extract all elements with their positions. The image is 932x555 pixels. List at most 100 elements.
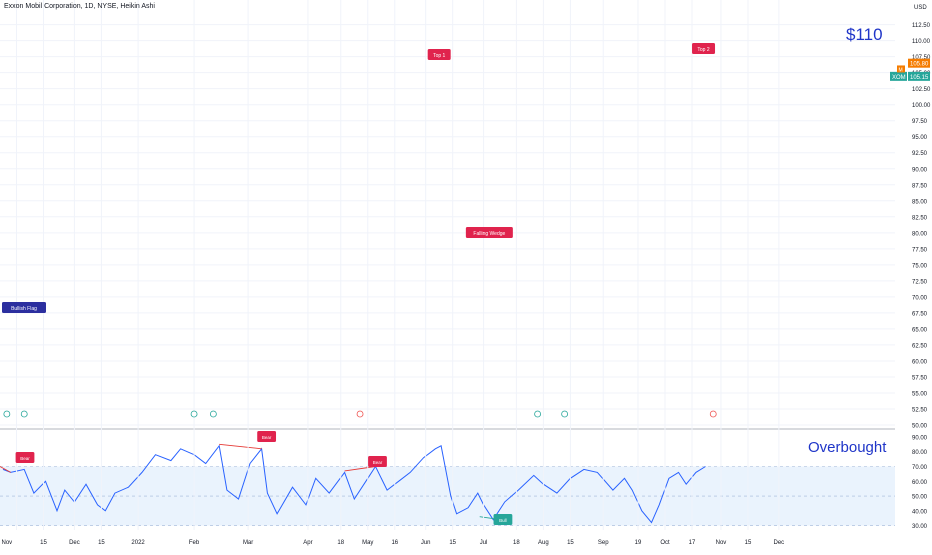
time-tick-label: 15 — [567, 540, 574, 546]
falling-wedge-label: Falling Wedge — [473, 231, 505, 237]
time-tick-label: May — [362, 540, 373, 546]
time-tick-label: 15 — [449, 540, 456, 546]
rsi-tick-label: 60.00 — [912, 480, 928, 486]
time-tick-label: Oct — [660, 540, 670, 546]
time-tick-label: Dec — [774, 540, 785, 546]
falling-wedge-label-bg — [465, 227, 513, 238]
time-tick-label: Nov — [716, 540, 727, 546]
event-marker — [534, 410, 542, 418]
time-tick-label: 2022 — [131, 540, 145, 546]
top1-label: Top 1 — [433, 53, 445, 59]
time-tick-label: 18 — [337, 540, 344, 546]
small-badge-label: M — [899, 67, 903, 73]
target-label: $110 — [846, 25, 883, 44]
price-tick-label: 72.50 — [912, 279, 928, 285]
price-tick-label: 107.50 — [912, 55, 931, 61]
price-tick-label: 95.00 — [912, 135, 928, 141]
time-tick-label: 15 — [745, 540, 752, 546]
time-tick-label: 17 — [689, 540, 696, 546]
price-tick-label: 65.00 — [912, 327, 928, 333]
bear-divergence-line — [344, 466, 376, 472]
price-tick-label: 57.50 — [912, 375, 928, 381]
time-tick-label: Dec — [69, 540, 80, 546]
price-tick-label: 75.00 — [912, 263, 928, 269]
time-tick-label: 15 — [98, 540, 105, 546]
time-tick-label: Jul — [480, 540, 488, 546]
bear-label: Bear — [262, 435, 272, 440]
price-tick-label: 85.00 — [912, 199, 928, 205]
annotations: Top 1 Top 2 Bullish Flag Falling Wedge $110 O… — [2, 25, 887, 525]
price-tick-label: 92.50 — [912, 151, 928, 157]
rsi-tick-label: 40.00 — [912, 509, 928, 515]
bear-label-bg — [257, 431, 277, 442]
bullish-flag-label: Bullish Flag — [11, 306, 37, 312]
event-marker — [3, 410, 11, 418]
price-badge — [908, 58, 930, 68]
price-tick-label: 97.50 — [912, 119, 928, 125]
ticker-badge — [890, 71, 907, 81]
price-tick-label: 90.00 — [912, 167, 928, 173]
bull-label-bg — [493, 514, 513, 525]
rsi-tick-label: 50.00 — [912, 495, 928, 501]
bullish-flag-label-bg — [2, 302, 46, 313]
price-tick-label: 80.00 — [912, 231, 928, 237]
bear-divergence-line — [0, 466, 11, 473]
chart-title: Exxon Mobil Corporation, 1D, NYSE, Heiki… — [4, 3, 155, 10]
price-badge — [908, 71, 930, 81]
price-badge-label: 105.15 — [910, 75, 929, 81]
bear-label: Bear — [20, 456, 30, 461]
time-tick-label: 19 — [635, 540, 642, 546]
price-tick-label: 77.50 — [912, 247, 928, 253]
bull-label: Bull — [499, 518, 507, 523]
time-tick-label: Nov — [2, 540, 13, 546]
price-tick-label: 60.00 — [912, 359, 928, 365]
time-tick-label: 16 — [391, 540, 398, 546]
time-tick-label: Mar — [243, 540, 253, 546]
time-tick-label: Aug — [538, 540, 549, 546]
time-tick-label: Sep — [598, 540, 609, 546]
price-tick-label: 102.50 — [912, 87, 931, 93]
rsi-tick-label: 70.00 — [912, 465, 928, 471]
price-pane-bg — [0, 0, 895, 425]
price-tick-label: 87.50 — [912, 183, 928, 189]
time-tick-label: 18 — [513, 540, 520, 546]
price-tick-label: 67.50 — [912, 311, 928, 317]
rsi-pane — [0, 443, 895, 526]
top2-label: Top 2 — [697, 47, 709, 53]
overbought-label: Overbought — [808, 439, 887, 456]
event-marker — [190, 410, 198, 418]
price-badge-label: 105.80 — [910, 62, 929, 68]
bear-label: Bear — [373, 460, 383, 465]
top2-label-bg — [692, 43, 716, 54]
top1-label-bg — [427, 49, 451, 60]
price-tick-label: 55.00 — [912, 391, 928, 397]
price-tick-label: 110.00 — [912, 39, 931, 45]
price-tick-label: 100.00 — [912, 103, 931, 109]
bear-label-bg — [368, 456, 387, 467]
time-tick-label: Feb — [189, 540, 200, 546]
price-tick-label: 62.50 — [912, 343, 928, 349]
bear-label-bg — [15, 452, 35, 463]
price-tick-label: 50.00 — [912, 424, 928, 430]
price-tick-label: 52.50 — [912, 407, 928, 413]
ticker-label: XOM — [892, 75, 906, 81]
time-tick-label: 15 — [40, 540, 47, 546]
event-marker — [20, 410, 28, 418]
rsi-tick-label: 30.00 — [912, 524, 928, 530]
bear-divergence-line — [219, 443, 262, 450]
time-tick-label: Apr — [303, 540, 312, 546]
event-marker — [356, 410, 364, 418]
rsi-tick-label: 80.00 — [912, 450, 928, 456]
time-tick-label: Jun — [421, 540, 431, 546]
rsi-tick-label: 90.00 — [912, 435, 928, 441]
price-tick-label: 82.50 — [912, 215, 928, 221]
currency-label: USD — [914, 5, 927, 11]
event-marker — [561, 410, 569, 418]
price-tick-label: 70.00 — [912, 295, 928, 301]
price-tick-label: 112.50 — [912, 23, 931, 29]
small-badge — [897, 65, 905, 73]
event-marker — [209, 410, 217, 418]
